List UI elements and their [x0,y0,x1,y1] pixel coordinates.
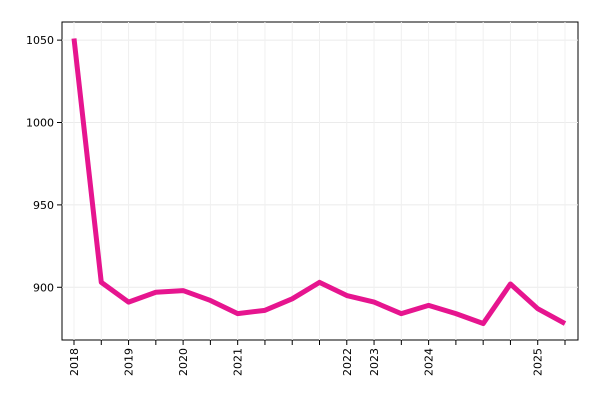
y-tick-label: 1000 [26,117,54,130]
x-tick-label: 2023 [368,348,381,376]
y-tick-label: 1050 [26,34,54,47]
y-tick-label: 950 [33,199,54,212]
y-tick-label: 900 [33,281,54,294]
x-tick-label: 2024 [423,348,436,376]
x-tick-label: 2021 [232,348,245,376]
x-tick-label: 2025 [532,348,545,376]
x-tick-label: 2020 [177,348,190,376]
x-tick-label: 2019 [123,348,136,376]
x-tick-label: 2022 [341,348,354,376]
line [71,38,567,327]
x-tick-label: 2018 [68,348,81,376]
